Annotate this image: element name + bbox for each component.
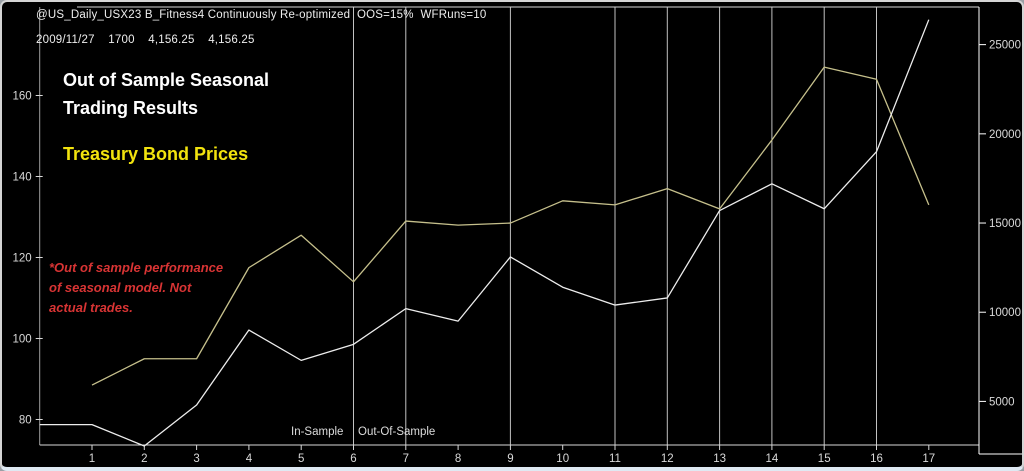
x-axis-label: 9	[507, 453, 513, 465]
x-axis-label: 4	[246, 453, 253, 465]
x-axis-label: 8	[455, 453, 461, 465]
disclaimer-line3: actual trades.	[49, 300, 133, 315]
symbol-header: @US_Daily_USX23 B_Fitness4 Continuously …	[36, 9, 487, 21]
x-axis-label: 1	[89, 453, 95, 465]
axes	[35, 6, 1022, 455]
out-of-sample-label: Out-Of-Sample	[358, 426, 436, 438]
left-axis-label: 120	[13, 253, 32, 265]
disclaimer-line1: *Out of sample performance	[49, 260, 224, 275]
x-axis-label: 10	[556, 453, 569, 465]
right-axis-label: 20000	[989, 129, 1021, 141]
x-axis-label: 3	[193, 453, 199, 465]
series-lines	[39, 19, 930, 447]
chart-title: Out of Sample Seasonal Trading Results	[63, 66, 269, 122]
in-sample-label: In-Sample	[291, 426, 344, 438]
gridlines	[353, 7, 877, 445]
x-axis-label: 17	[922, 453, 935, 465]
right-axis-label: 15000	[989, 218, 1021, 230]
left-axis-label: 80	[19, 415, 32, 427]
disclaimer-note: *Out of sample performance of seasonal m…	[49, 258, 223, 318]
x-axis-label: 12	[661, 453, 674, 465]
quote-header: 2009/11/27 1700 4,156.25 4,156.25	[36, 34, 255, 46]
right-axis-label: 25000	[989, 40, 1021, 52]
left-axis-label: 100	[13, 334, 32, 346]
chart-subtitle: Treasury Bond Prices	[63, 144, 249, 164]
x-axis-label: 15	[818, 453, 831, 465]
right-axis-label: 10000	[989, 307, 1021, 319]
x-axis-label: 6	[350, 453, 356, 465]
x-axis-label: 16	[870, 453, 883, 465]
x-axis-label: 11	[609, 453, 621, 465]
left-axis-label: 140	[13, 172, 32, 184]
right-axis-label: 5000	[989, 396, 1015, 408]
x-axis-label: 13	[713, 453, 726, 465]
x-axis-label: 2	[141, 453, 147, 465]
x-axis-label: 5	[298, 453, 304, 465]
chart-title-line1: Out of Sample Seasonal	[63, 70, 270, 90]
x-axis-label: 7	[403, 453, 409, 465]
chart-title-line2: Trading Results	[63, 98, 199, 118]
equity-white-line	[39, 19, 930, 447]
bond-price-yellow-line	[91, 66, 930, 386]
disclaimer-line2: of seasonal model. Not	[49, 280, 192, 295]
x-axis-label: 14	[766, 453, 779, 465]
left-axis-label: 160	[13, 91, 32, 103]
